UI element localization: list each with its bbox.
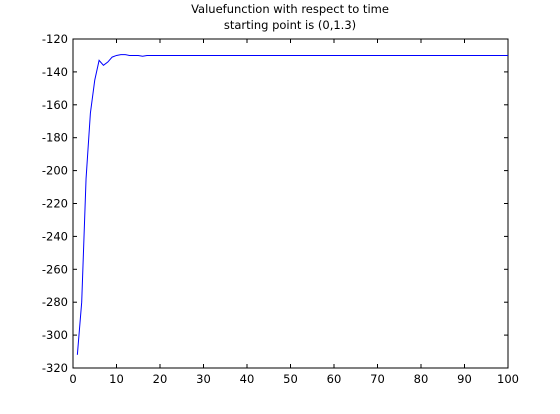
chart-title-line-2: starting point is (0,1.3) xyxy=(224,18,356,32)
x-tick-label: 60 xyxy=(327,372,342,386)
x-tick-label: 80 xyxy=(414,372,429,386)
series-line-0 xyxy=(76,54,508,355)
x-tick-label: 0 xyxy=(69,372,76,386)
y-tick-label: -160 xyxy=(42,98,68,112)
y-tick-label: -300 xyxy=(42,328,68,342)
y-tick-label: -180 xyxy=(42,131,68,145)
axis-ticks xyxy=(72,38,509,369)
y-tick-label: -280 xyxy=(42,295,68,309)
x-tick-label: 70 xyxy=(370,372,385,386)
y-tick-label: -240 xyxy=(42,229,68,243)
series-lines xyxy=(76,54,508,355)
y-tick-label: -220 xyxy=(42,197,68,211)
y-tick-label: -320 xyxy=(42,361,68,375)
y-tick-label: -140 xyxy=(42,65,68,79)
x-tick-label: 100 xyxy=(497,372,519,386)
x-tick-label: 10 xyxy=(109,372,124,386)
x-tick-label: 50 xyxy=(283,372,298,386)
x-tick-label: 40 xyxy=(240,372,255,386)
x-tick-label: 90 xyxy=(457,372,472,386)
chart-title-line-1: Valuefunction with respect to time xyxy=(191,2,389,16)
y-tick-label: -260 xyxy=(42,262,68,276)
x-tick-label: 30 xyxy=(196,372,211,386)
y-tick-label: -200 xyxy=(42,164,68,178)
y-tick-label: -120 xyxy=(42,32,68,46)
x-tick-labels: 0 10 20 30 40 50 60 70 80 90 100 xyxy=(69,372,519,386)
y-tick-labels: -320 -300 -280 -260 -240 -220 -200 -180 -160 -140… xyxy=(42,32,68,375)
x-tick-label: 20 xyxy=(153,372,168,386)
plot-area xyxy=(72,38,509,369)
